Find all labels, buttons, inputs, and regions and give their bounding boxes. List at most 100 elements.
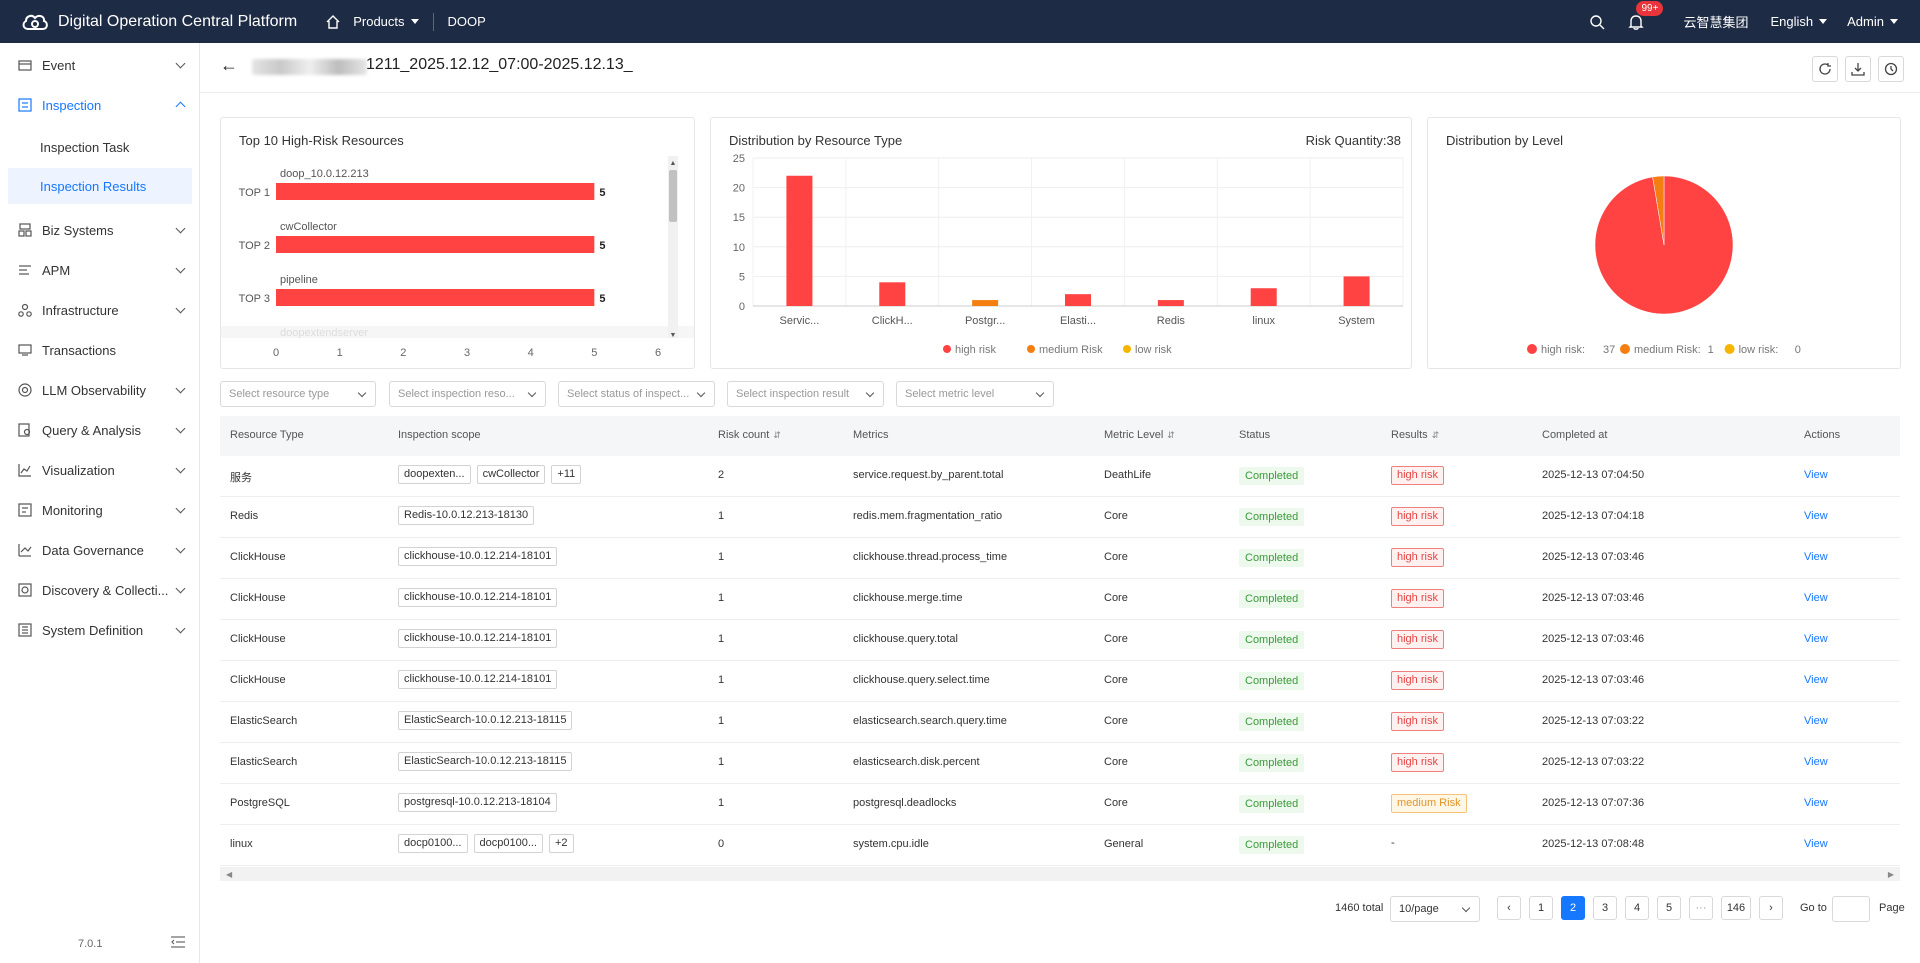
chevron-up-icon <box>175 101 186 112</box>
scope-tag[interactable]: +2 <box>549 834 574 853</box>
scope-tag[interactable]: +11 <box>551 465 582 484</box>
inspection-resource-select[interactable]: Select inspection reso... <box>389 381 546 407</box>
chart-title: Distribution by Level <box>1446 133 1564 148</box>
sidebar-item-apm[interactable]: APM <box>0 250 200 290</box>
page-size-select[interactable]: 10/page <box>1390 896 1480 922</box>
view-link[interactable]: View <box>1804 756 1828 768</box>
page-1-button[interactable]: 1 <box>1529 896 1553 920</box>
status-badge: Completed <box>1239 467 1305 485</box>
inspection-result-select[interactable]: Select inspection result <box>727 381 884 407</box>
scope-tag[interactable]: ElasticSearch-10.0.12.213-18115 <box>398 711 573 730</box>
resource-type-select[interactable]: Select resource type <box>220 381 376 407</box>
scroll-left-icon[interactable]: ◀ <box>226 870 233 879</box>
scope-tag[interactable]: clickhouse-10.0.12.214-18101 <box>398 629 558 648</box>
view-link[interactable]: View <box>1804 674 1828 686</box>
scope-tag[interactable]: docp0100... <box>473 834 543 853</box>
cell-metric-level: Core <box>1104 674 1128 686</box>
org-switcher[interactable]: 云智慧集团 <box>1683 15 1749 30</box>
sidebar-item-infrastructure[interactable]: Infrastructure <box>0 290 200 330</box>
view-link[interactable]: View <box>1804 633 1828 645</box>
page-2-button[interactable]: 2 <box>1561 896 1585 920</box>
sort-icon[interactable]: ⇵ <box>1167 430 1175 440</box>
sidebar-item-event[interactable]: Event <box>0 45 200 85</box>
home-icon[interactable] <box>325 14 341 30</box>
column-header-sortable[interactable]: Risk count ⇵ <box>718 429 781 441</box>
app-logo[interactable]: Digital Operation Central Platform <box>20 11 297 33</box>
sidebar-item-query-analysis[interactable]: Query & Analysis <box>0 410 200 450</box>
more-pages-button[interactable]: ··· <box>1689 896 1713 920</box>
sidebar-item-transactions[interactable]: Transactions <box>0 330 200 370</box>
scope-tag[interactable]: cwCollector <box>476 465 546 484</box>
user-menu[interactable]: Admin <box>1847 14 1898 29</box>
page-5-button[interactable]: 5 <box>1657 896 1681 920</box>
goto-page-input[interactable] <box>1832 896 1870 922</box>
bar <box>1250 288 1277 306</box>
search-icon[interactable] <box>1589 14 1605 30</box>
sort-icon[interactable]: ⇵ <box>773 430 781 440</box>
x-tick-label: Elasti... <box>1060 315 1096 327</box>
download-button[interactable] <box>1845 56 1871 82</box>
sidebar-item-system-definition[interactable]: System Definition <box>0 610 200 650</box>
view-link[interactable]: View <box>1804 715 1828 727</box>
sidebar-item-biz-systems[interactable]: Biz Systems <box>0 210 200 250</box>
current-product[interactable]: DOOP <box>447 14 486 29</box>
scope-tag[interactable]: docp0100... <box>398 834 468 853</box>
scope-tag[interactable]: clickhouse-10.0.12.214-18101 <box>398 588 558 607</box>
view-link[interactable]: View <box>1804 592 1828 604</box>
inspection-status-select[interactable]: Select status of inspect... <box>558 381 715 407</box>
sidebar-subitem-inspection-results[interactable]: Inspection Results <box>8 168 192 204</box>
column-header: Completed at <box>1542 429 1608 441</box>
sidebar-item-discovery-collection[interactable]: Discovery & Collecti... <box>0 570 200 610</box>
next-page-button[interactable]: › <box>1759 896 1783 920</box>
cell-risk-count: 0 <box>718 838 725 850</box>
x-tick-label: Servic... <box>780 315 820 327</box>
view-link[interactable]: View <box>1804 797 1828 809</box>
cell-completed-at: 2025-12-13 07:08:48 <box>1542 838 1645 850</box>
sidebar-item-monitoring[interactable]: Monitoring <box>0 490 200 530</box>
legend-marker <box>1027 345 1035 353</box>
scope-tag[interactable]: clickhouse-10.0.12.214-18101 <box>398 670 558 689</box>
sidebar-item-inspection[interactable]: Inspection <box>0 85 200 125</box>
scroll-right-icon[interactable]: ▶ <box>1887 870 1894 879</box>
products-menu[interactable]: Products <box>353 14 419 29</box>
chart-title: Distribution by Resource Type <box>729 133 903 148</box>
scope-tag[interactable]: postgresql-10.0.12.213-18104 <box>398 793 557 812</box>
sidebar-item-label: Biz Systems <box>42 222 114 238</box>
apm-icon <box>19 265 31 275</box>
back-arrow-icon[interactable]: ← <box>220 55 238 75</box>
scope-tag[interactable]: Redis-10.0.12.213-18130 <box>398 506 535 525</box>
column-header-sortable[interactable]: Results ⇵ <box>1391 429 1439 441</box>
y-tick-label: 25 <box>733 153 745 165</box>
column-header-sortable[interactable]: Metric Level ⇵ <box>1104 429 1175 441</box>
llm-icon <box>18 383 32 397</box>
prev-page-button[interactable]: ‹ <box>1497 896 1521 920</box>
sidebar-item-label: LLM Observability <box>42 382 147 398</box>
sidebar-item-visualization[interactable]: Visualization <box>0 450 200 490</box>
sidebar-item-llm-observability[interactable]: LLM Observability <box>0 370 200 410</box>
sidebar-item-data-governance[interactable]: Data Governance <box>0 530 200 570</box>
status-badge: Completed <box>1239 590 1305 608</box>
view-link[interactable]: View <box>1804 510 1828 522</box>
scope-tag[interactable]: clickhouse-10.0.12.214-18101 <box>398 547 558 566</box>
page-4-button[interactable]: 4 <box>1625 896 1649 920</box>
refresh-button[interactable] <box>1812 56 1838 82</box>
sidebar: Event Inspection Inspection Task Inspect… <box>0 43 200 963</box>
select-placeholder: Select resource type <box>229 388 330 400</box>
bar-value-label: 5 <box>599 346 605 358</box>
page-146-button[interactable]: 146 <box>1721 896 1751 920</box>
sidebar-subitem-inspection-task[interactable]: Inspection Task <box>40 139 130 155</box>
metric-level-select[interactable]: Select metric level <box>896 381 1054 407</box>
resource-name-label: cwCollector <box>280 221 337 233</box>
view-link[interactable]: View <box>1804 551 1828 563</box>
language-menu[interactable]: English <box>1771 14 1828 29</box>
scope-tag[interactable]: doopexten... <box>398 465 471 484</box>
page-3-button[interactable]: 3 <box>1593 896 1617 920</box>
collapse-sidebar-icon[interactable] <box>170 935 186 949</box>
view-link[interactable]: View <box>1804 469 1828 481</box>
history-button[interactable] <box>1878 56 1904 82</box>
notifications[interactable]: 99+ <box>1627 0 1664 31</box>
sort-icon[interactable]: ⇵ <box>1431 430 1440 440</box>
view-link[interactable]: View <box>1804 838 1828 850</box>
horizontal-scrollbar[interactable]: ◀ ▶ <box>220 867 1900 881</box>
scope-tag[interactable]: ElasticSearch-10.0.12.213-18115 <box>398 752 573 771</box>
